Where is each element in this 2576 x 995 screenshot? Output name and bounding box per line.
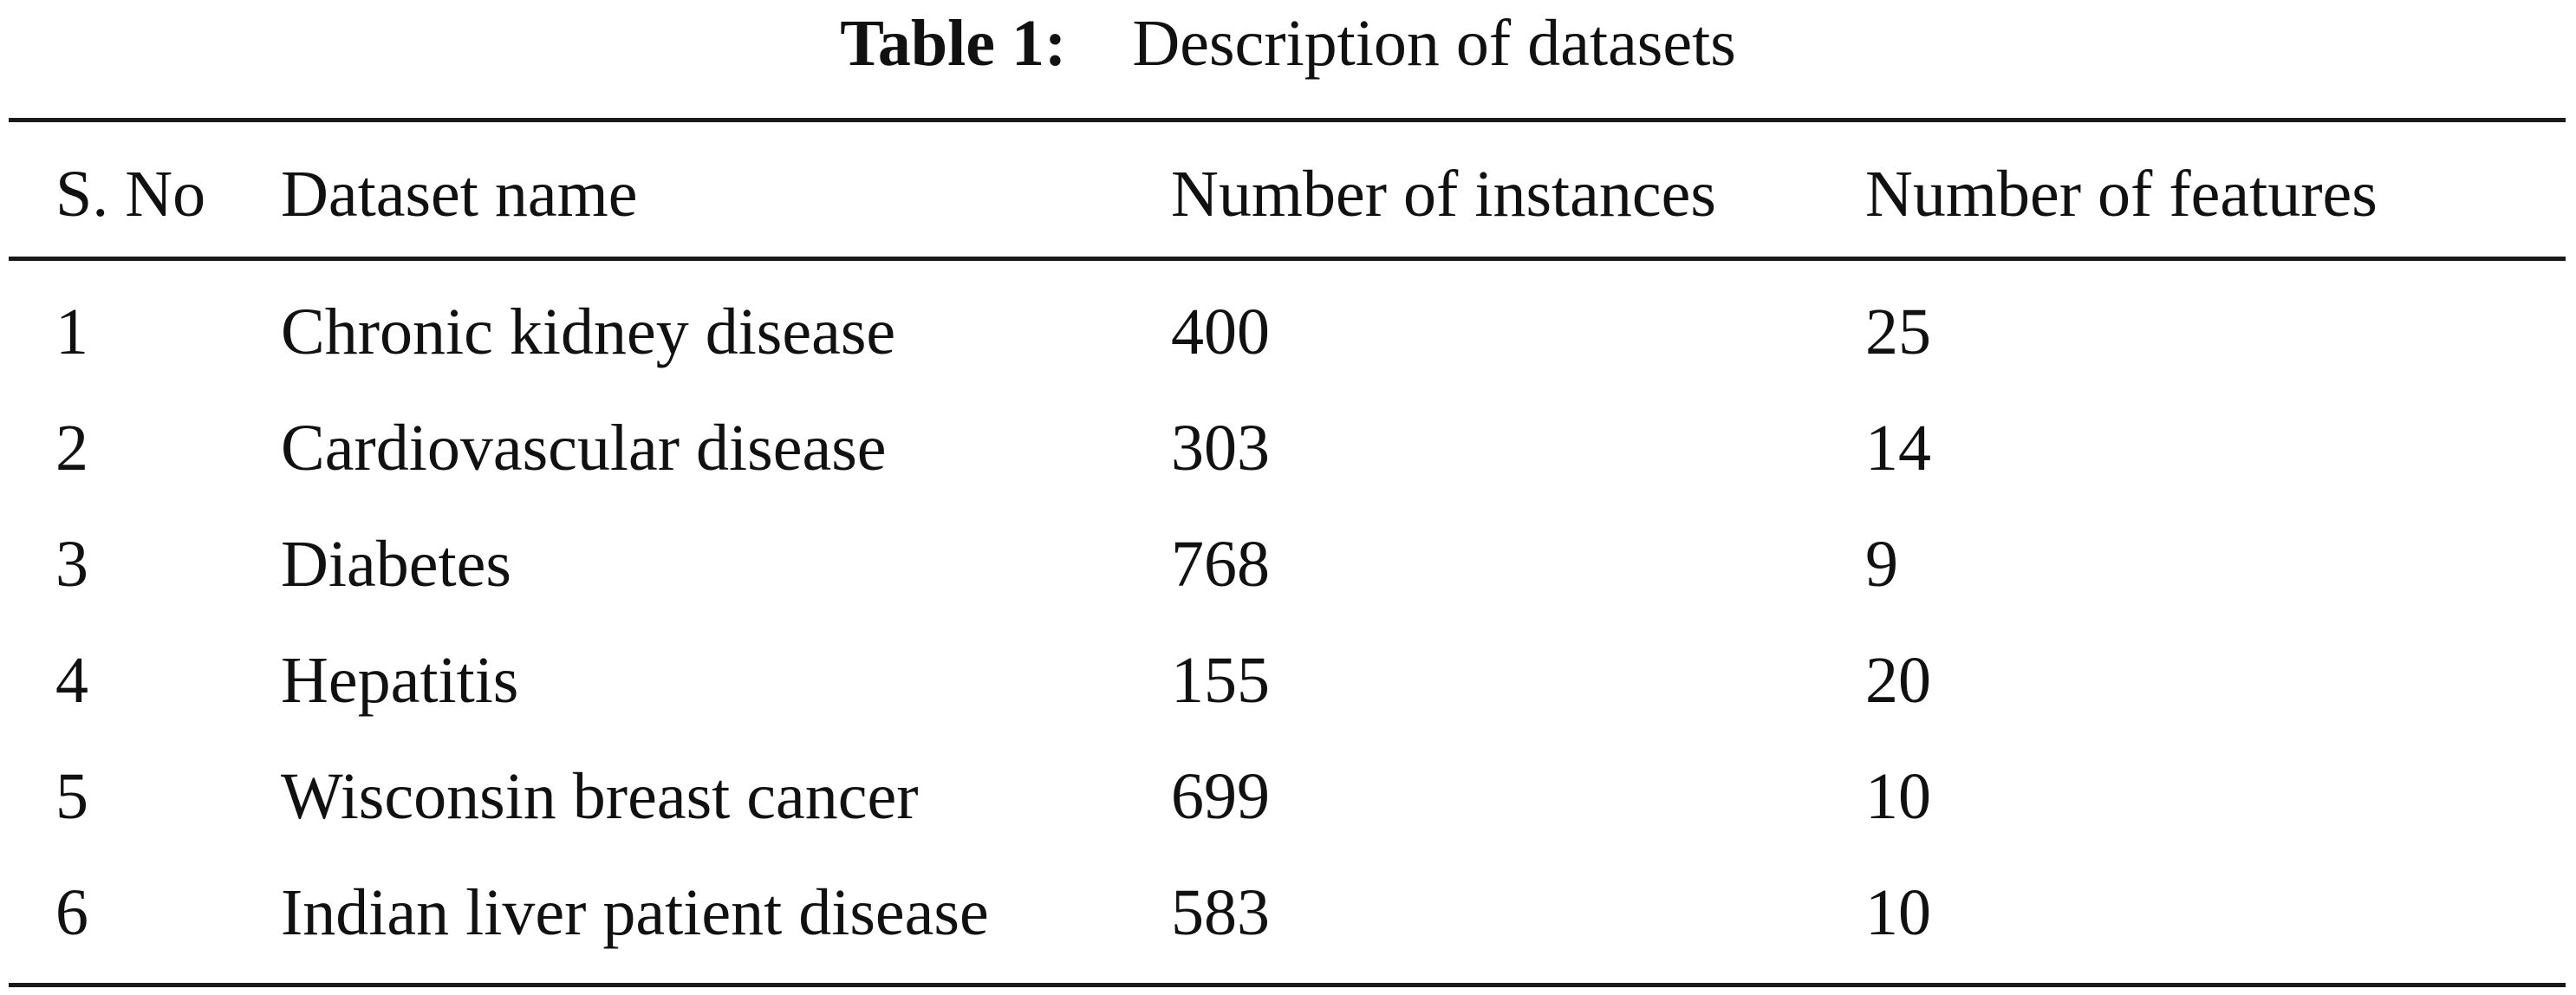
- cell-sno: 1: [55, 295, 88, 368]
- cell-dataset-name: Indian liver patient disease: [281, 875, 989, 949]
- cell-instances: 155: [1171, 643, 1270, 717]
- cell-instances: 699: [1171, 759, 1270, 833]
- cell-sno: 6: [55, 875, 88, 949]
- table-row: 3 Diabetes 768 9: [0, 506, 2576, 622]
- cell-sno: 2: [55, 411, 88, 484]
- table-row: 1 Chronic kidney disease 400 25: [0, 274, 2576, 390]
- cell-features: 10: [1865, 875, 1931, 949]
- table-row: 6 Indian liver patient disease 583 10: [0, 855, 2576, 971]
- cell-dataset-name: Cardiovascular disease: [281, 411, 887, 484]
- header-rule: [9, 257, 2566, 261]
- cell-sno: 5: [55, 759, 88, 833]
- header-dataset-name: Dataset name: [281, 157, 638, 231]
- cell-features: 14: [1865, 411, 1931, 484]
- table-header-row: S. No Dataset name Number of instances N…: [0, 135, 2576, 253]
- cell-features: 10: [1865, 759, 1931, 833]
- cell-instances: 400: [1171, 295, 1270, 368]
- caption-spacer: [1083, 7, 1116, 80]
- bottom-rule: [9, 983, 2566, 987]
- cell-instances: 303: [1171, 411, 1270, 484]
- cell-sno: 4: [55, 643, 88, 717]
- header-sno: S. No: [55, 157, 206, 231]
- cell-instances: 583: [1171, 875, 1270, 949]
- cell-dataset-name: Diabetes: [281, 527, 511, 601]
- table-row: 4 Hepatitis 155 20: [0, 622, 2576, 738]
- cell-dataset-name: Wisconsin breast cancer: [281, 759, 919, 833]
- cell-sno: 3: [55, 527, 88, 601]
- header-instances: Number of instances: [1171, 157, 1716, 231]
- cell-features: 20: [1865, 643, 1931, 717]
- cell-features: 25: [1865, 295, 1931, 368]
- caption-title: Description of datasets: [1132, 7, 1736, 80]
- cell-dataset-name: Hepatitis: [281, 643, 519, 717]
- top-rule: [9, 118, 2566, 122]
- table-row: 2 Cardiovascular disease 303 14: [0, 390, 2576, 506]
- table-caption: Table 1: Description of datasets: [0, 0, 2576, 104]
- caption-label: Table 1:: [840, 7, 1067, 80]
- cell-instances: 768: [1171, 527, 1270, 601]
- cell-features: 9: [1865, 527, 1898, 601]
- cell-dataset-name: Chronic kidney disease: [281, 295, 896, 368]
- header-features: Number of features: [1865, 157, 2378, 231]
- table-row: 5 Wisconsin breast cancer 699 10: [0, 738, 2576, 855]
